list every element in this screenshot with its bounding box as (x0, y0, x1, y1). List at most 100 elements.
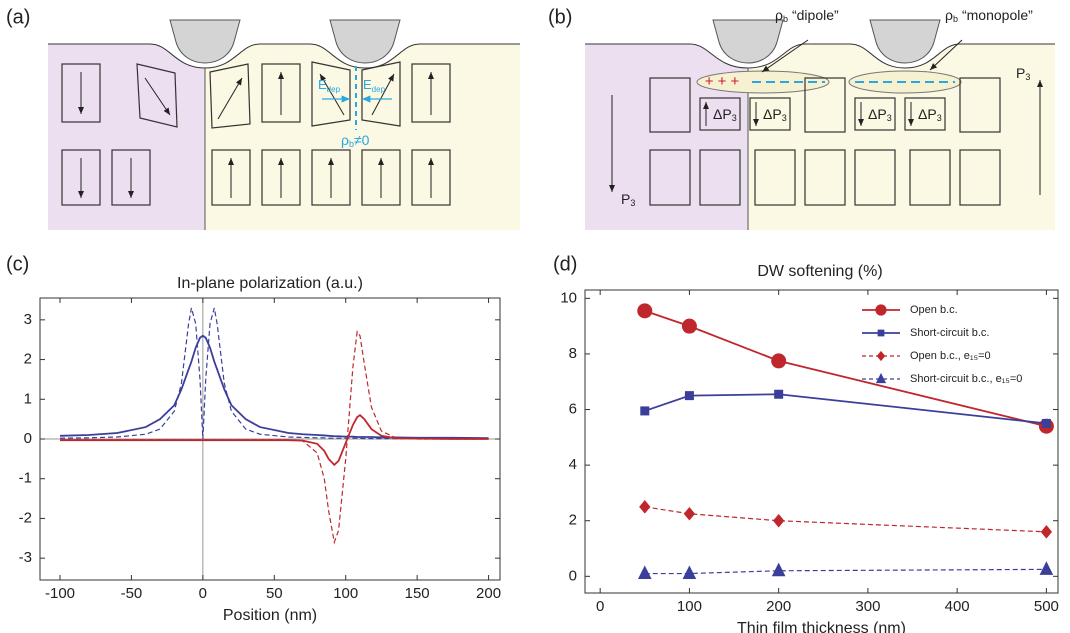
domain-left (585, 44, 748, 230)
chart-title: In-plane polarization (a.u.) (177, 275, 363, 292)
y-tick-label: 0 (569, 567, 577, 584)
x-tick-label: 50 (266, 585, 283, 602)
charge-label: ≠0 (354, 132, 370, 148)
y-tick-label: 8 (569, 345, 577, 362)
y-tick-label: 2 (24, 351, 32, 368)
x-tick-label: 0 (596, 598, 604, 615)
marker (640, 501, 650, 513)
series-line (60, 308, 489, 439)
tip (713, 20, 783, 63)
panel-label: (d) (553, 253, 577, 275)
panel-label: (c) (6, 253, 29, 275)
tip (330, 20, 400, 63)
legend-label: Open b.c. (910, 304, 958, 316)
marker (638, 304, 652, 318)
y-tick-label: 4 (569, 456, 577, 473)
charge-label: ρ (341, 132, 349, 148)
p3-label: 3 (630, 198, 635, 208)
delta-p-label: ΔP (918, 106, 937, 122)
positive-charge: + + + (705, 73, 740, 90)
delta-p-label: 3 (887, 113, 892, 123)
field-label: E (363, 77, 372, 92)
y-tick-label: 6 (569, 401, 577, 418)
dipole-label: “dipole” (792, 7, 839, 23)
legend-label: Short-circuit b.c. (910, 327, 989, 339)
marker (682, 319, 696, 333)
x-axis-label: Position (nm) (223, 607, 317, 624)
page: {"panel_a": {"label": "(a)", "e_field_la… (0, 0, 1070, 633)
y-tick-label: 2 (569, 512, 577, 529)
p3-label: 3 (1025, 72, 1030, 82)
monopole-label: “monopole” (962, 7, 1033, 23)
series-line (645, 507, 1047, 532)
y-tick-label: -1 (19, 470, 32, 487)
marker (876, 305, 887, 316)
x-axis-label: Thin film thickness (nm) (737, 620, 906, 633)
x-tick-label: 500 (1034, 598, 1059, 615)
panel-a: (a) Edep Edep ρb≠0 (6, 6, 520, 230)
marker (1041, 526, 1051, 538)
y-tick-label: -3 (19, 549, 32, 566)
marker (684, 508, 694, 520)
x-tick-label: 150 (405, 585, 430, 602)
y-tick-label: 0 (24, 430, 32, 447)
legend-label: Short-circuit b.c., e₁₅=0 (910, 373, 1022, 385)
series-line (645, 569, 1047, 573)
charge-label: ρb≠0 (341, 132, 370, 150)
figure: (a) Edep Edep ρb≠0 (b) + + + ρb“dipole” … (0, 0, 1070, 633)
chart-title: DW softening (%) (757, 263, 882, 280)
marker (641, 407, 649, 415)
marker (877, 352, 885, 361)
x-tick-label: -100 (45, 585, 75, 602)
field-label: dep (327, 85, 341, 94)
y-tick-label: -2 (19, 509, 32, 526)
marker (775, 390, 783, 398)
x-tick-label: 0 (199, 585, 207, 602)
field-label: E (318, 77, 327, 92)
marker (1040, 562, 1052, 574)
delta-p-label: 3 (937, 113, 942, 123)
dipole-label: ρb “dipole” (775, 7, 839, 25)
dipole-label: b (783, 14, 788, 24)
series-line (60, 336, 489, 438)
monopole-label: b (953, 14, 958, 24)
marker (772, 354, 786, 368)
legend-label: Open b.c., e₁₅=0 (910, 350, 991, 362)
panel-label: (a) (6, 6, 30, 28)
field-label: dep (372, 85, 386, 94)
marker (773, 564, 785, 576)
marker (639, 567, 651, 579)
p3-label: P (621, 191, 630, 207)
series-line (645, 394, 1047, 423)
marker (685, 392, 693, 400)
tip (170, 20, 240, 63)
monopole-label: ρ (945, 7, 953, 23)
delta-p-label: ΔP (763, 106, 782, 122)
monopole-label: ρb “monopole” (945, 7, 1033, 25)
x-tick-label: 200 (476, 585, 501, 602)
y-tick-label: 1 (24, 390, 32, 407)
p3-label: P (1016, 65, 1025, 81)
panel-label: (b) (548, 6, 572, 28)
x-tick-label: -50 (121, 585, 143, 602)
delta-p-label: 3 (782, 113, 787, 123)
x-tick-label: 300 (855, 598, 880, 615)
tip (870, 20, 940, 63)
dipole-label: ρ (775, 7, 783, 23)
delta-p-label: ΔP (713, 106, 732, 122)
x-tick-label: 200 (766, 598, 791, 615)
panel-b: (b) + + + ρb“dipole” ρb“monopole” ΔP3 ΔP… (548, 6, 1055, 230)
delta-p-label: 3 (732, 113, 737, 123)
y-tick-label: 10 (560, 289, 577, 306)
delta-p-label: ΔP (868, 106, 887, 122)
y-tick-label: 3 (24, 311, 32, 328)
x-tick-label: 400 (945, 598, 970, 615)
marker (877, 374, 886, 383)
marker (878, 330, 884, 336)
marker (774, 515, 784, 527)
marker (1042, 419, 1050, 427)
x-tick-label: 100 (677, 598, 702, 615)
marker (683, 567, 695, 579)
domain-left (48, 44, 205, 230)
x-tick-label: 100 (333, 585, 358, 602)
